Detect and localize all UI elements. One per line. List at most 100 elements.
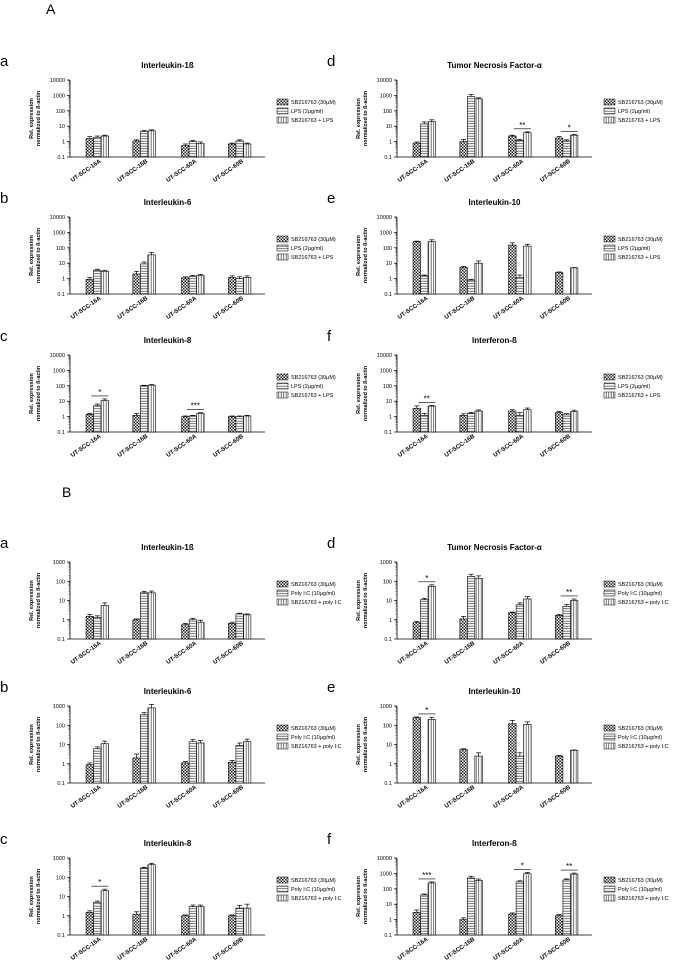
legend-label: LPS (2µg/ml) bbox=[291, 246, 323, 252]
legend-label: SB216763 + LPS bbox=[291, 118, 334, 124]
bar bbox=[140, 867, 149, 936]
legend-label: SB216763 + poly I:C bbox=[291, 896, 342, 902]
bar bbox=[508, 723, 517, 784]
legend-swatch bbox=[603, 244, 616, 252]
chart-title: Interferon-ß bbox=[472, 336, 517, 345]
bar bbox=[508, 410, 517, 433]
bar bbox=[412, 911, 421, 936]
bar bbox=[235, 745, 244, 784]
bar bbox=[570, 411, 579, 433]
legend-swatch bbox=[276, 235, 289, 243]
y-tick-label: 0.1 bbox=[384, 430, 392, 436]
y-axis-label: Rel. expression bbox=[356, 724, 362, 765]
bar bbox=[188, 141, 197, 158]
chart-title: Interferon-ß bbox=[472, 839, 517, 848]
legend-label: Poly I:C (10µg/ml) bbox=[618, 591, 662, 597]
significance-label: ** bbox=[519, 121, 525, 130]
y-tick-label: 10 bbox=[59, 124, 65, 130]
legend-label: SB216763 (30µM) bbox=[618, 237, 663, 243]
chart-panel-a-e: e Interleukin-10 Rel. expression normalized… bbox=[327, 190, 663, 321]
x-tick-label: UT-SCC-60A bbox=[166, 295, 199, 321]
legend-label: SB216763 + LPS bbox=[618, 393, 661, 399]
y-tick-label: 100 bbox=[56, 579, 65, 585]
chart-panel-a-f: f Interferon-ß Rel. expression normalized t… bbox=[327, 328, 663, 459]
significance-label: ** bbox=[566, 588, 572, 597]
bar bbox=[132, 619, 141, 640]
panel-letter: d bbox=[327, 535, 335, 552]
x-tick-label: UT-SCC-60B bbox=[212, 295, 245, 321]
legend-swatch bbox=[603, 894, 616, 902]
x-tick-label: UT-SCC-16A bbox=[70, 295, 103, 321]
bar bbox=[228, 761, 237, 784]
y-tick-label: 1 bbox=[389, 415, 392, 421]
bar bbox=[196, 275, 205, 295]
x-tick-label: UT-SCC-16B bbox=[444, 158, 477, 184]
bar bbox=[459, 415, 468, 433]
bar bbox=[100, 743, 109, 784]
bar bbox=[235, 140, 244, 158]
bar bbox=[196, 413, 205, 433]
bar bbox=[523, 409, 532, 433]
x-tick-label: UT-SCC-60B bbox=[212, 433, 245, 459]
bar bbox=[508, 612, 517, 640]
legend-label: SB216763 + poly I:C bbox=[618, 600, 669, 606]
significance-label: *** bbox=[191, 402, 200, 411]
legend-swatch bbox=[603, 876, 616, 884]
bar bbox=[235, 416, 244, 433]
x-tick-label: UT-SCC-16A bbox=[70, 433, 103, 459]
y-tick-label: 1 bbox=[62, 618, 65, 624]
legend-label: SB216763 + poly I:C bbox=[291, 600, 342, 606]
bar bbox=[427, 882, 436, 936]
bar bbox=[140, 385, 149, 433]
y-tick-label: 10 bbox=[59, 895, 65, 901]
bar bbox=[555, 272, 564, 295]
bar bbox=[467, 877, 476, 936]
x-tick-label: UT-SCC-60A bbox=[166, 784, 199, 810]
bar bbox=[132, 140, 141, 158]
y-tick-label: 1000 bbox=[53, 704, 65, 710]
x-tick-label: UT-SCC-60B bbox=[539, 784, 572, 810]
chart-panel-b-e: e Interleukin-10 Rel. expression normalized… bbox=[327, 679, 669, 810]
bar bbox=[140, 592, 149, 640]
panel-letter: b bbox=[0, 679, 8, 696]
legend-label: Poly I:C (10µg/ml) bbox=[291, 735, 335, 741]
bar bbox=[140, 263, 149, 295]
y-tick-label: 1 bbox=[389, 762, 392, 768]
bar bbox=[523, 873, 532, 936]
x-tick-label: UT-SCC-16B bbox=[117, 433, 150, 459]
x-tick-label: UT-SCC-16A bbox=[70, 640, 103, 666]
x-tick-label: UT-SCC-16B bbox=[117, 295, 150, 321]
x-tick-label: UT-SCC-60A bbox=[493, 158, 526, 184]
x-tick-label: UT-SCC-60B bbox=[212, 784, 245, 810]
x-tick-label: UT-SCC-60A bbox=[166, 158, 199, 184]
bar bbox=[570, 134, 579, 158]
x-tick-label: UT-SCC-60A bbox=[493, 784, 526, 810]
y-tick-label: 100 bbox=[383, 579, 392, 585]
section-a-label: A bbox=[46, 1, 56, 17]
bar bbox=[132, 913, 141, 936]
y-tick-label: 10000 bbox=[377, 353, 392, 359]
y-tick-label: 100 bbox=[56, 246, 65, 252]
y-tick-label: 0.1 bbox=[57, 155, 65, 161]
bar bbox=[420, 275, 429, 295]
y-tick-label: 1 bbox=[389, 918, 392, 924]
legend-swatch bbox=[603, 235, 616, 243]
legend-label: LPS (2µg/ml) bbox=[618, 246, 650, 252]
bar bbox=[420, 123, 429, 158]
x-tick-label: UT-SCC-60B bbox=[212, 158, 245, 184]
bar bbox=[132, 273, 141, 295]
x-tick-label: UT-SCC-16B bbox=[117, 784, 150, 810]
bar bbox=[555, 915, 564, 936]
y-tick-label: 1 bbox=[62, 914, 65, 920]
bar bbox=[508, 244, 517, 295]
bar bbox=[147, 130, 156, 158]
bar bbox=[181, 277, 190, 295]
y-tick-label: 10000 bbox=[377, 78, 392, 84]
chart-title: Interleukin-6 bbox=[144, 687, 192, 696]
bar bbox=[93, 748, 102, 784]
x-tick-label: UT-SCC-60A bbox=[166, 936, 199, 962]
panel-letter: c bbox=[0, 831, 8, 848]
bar bbox=[555, 412, 564, 433]
y-axis-label: normalized to ß-actin bbox=[36, 716, 42, 772]
legend-swatch bbox=[276, 98, 289, 106]
